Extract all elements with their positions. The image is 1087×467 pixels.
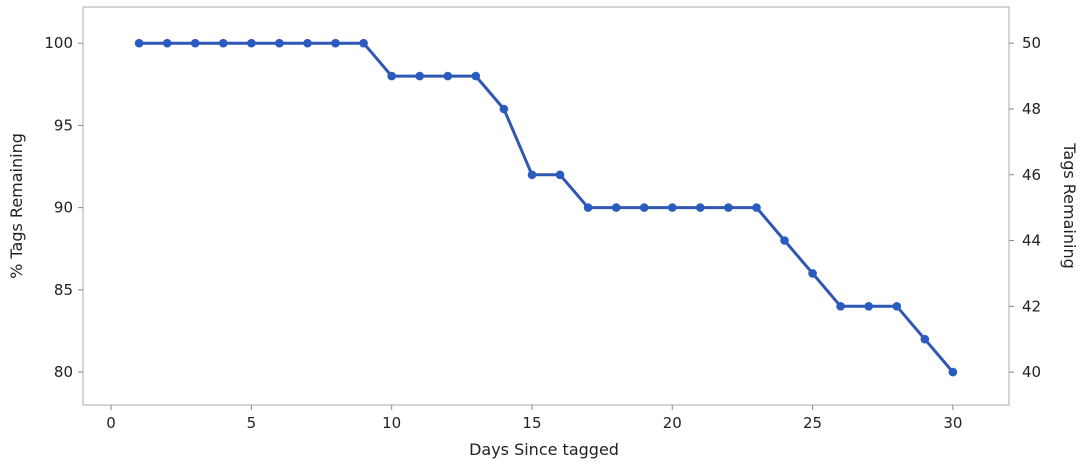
data-point bbox=[920, 334, 930, 344]
data-point bbox=[639, 203, 649, 212]
data-point bbox=[527, 170, 537, 180]
y2-axis-title: Tags Remaining bbox=[1060, 142, 1079, 268]
data-point bbox=[359, 38, 368, 48]
data-point bbox=[415, 71, 425, 81]
x-axis-title: Days Since tagged bbox=[469, 440, 619, 459]
data-point bbox=[247, 38, 256, 48]
data-point bbox=[864, 302, 873, 311]
y-axis-left: 80 85 90 95 100 bbox=[44, 34, 83, 381]
data-point bbox=[555, 170, 565, 180]
data-point bbox=[808, 269, 817, 278]
data-point bbox=[611, 203, 621, 212]
y2-tick-label: 46 bbox=[1022, 166, 1041, 184]
y-tick-label: 90 bbox=[54, 199, 73, 217]
x-tick-label: 30 bbox=[943, 414, 962, 432]
data-point bbox=[134, 38, 144, 48]
y-axis-title: % Tags Remaining bbox=[7, 133, 26, 279]
data-point bbox=[190, 38, 200, 48]
data-point bbox=[836, 302, 845, 311]
data-point bbox=[162, 38, 172, 48]
data-point bbox=[219, 38, 228, 48]
data-point bbox=[892, 302, 902, 311]
y2-tick-label: 42 bbox=[1022, 297, 1041, 315]
y-tick-label: 95 bbox=[54, 116, 73, 134]
data-point bbox=[724, 203, 733, 212]
y-axis-right: 40 42 44 46 48 50 bbox=[1009, 34, 1041, 381]
data-point bbox=[471, 71, 481, 81]
y-tick-label: 100 bbox=[44, 34, 73, 52]
data-point bbox=[331, 38, 340, 48]
x-tick-label: 15 bbox=[522, 414, 541, 432]
y2-tick-label: 40 bbox=[1022, 363, 1041, 381]
y2-tick-label: 48 bbox=[1022, 100, 1041, 118]
data-point bbox=[499, 104, 509, 114]
data-point bbox=[443, 71, 453, 81]
series-layer bbox=[134, 38, 958, 377]
x-tick-label: 0 bbox=[106, 414, 116, 432]
data-point bbox=[387, 71, 397, 81]
x-tick-label: 25 bbox=[803, 414, 822, 432]
data-point bbox=[275, 38, 284, 48]
x-tick-label: 10 bbox=[382, 414, 401, 432]
data-point bbox=[948, 367, 958, 377]
y2-tick-label: 44 bbox=[1022, 232, 1041, 250]
x-axis: 0 5 10 15 20 25 30 bbox=[106, 405, 962, 432]
data-point bbox=[303, 38, 312, 48]
y-tick-label: 80 bbox=[54, 363, 73, 381]
data-point bbox=[583, 203, 593, 212]
plot-frame bbox=[82, 6, 1010, 406]
y2-tick-label: 50 bbox=[1022, 34, 1041, 52]
x-tick-label: 5 bbox=[247, 414, 257, 432]
data-point bbox=[696, 203, 705, 212]
y-tick-label: 85 bbox=[54, 281, 73, 299]
data-point bbox=[780, 236, 789, 245]
data-point bbox=[668, 203, 677, 212]
series-line bbox=[137, 41, 955, 374]
x-tick-label: 20 bbox=[663, 414, 682, 432]
data-point bbox=[752, 203, 761, 212]
